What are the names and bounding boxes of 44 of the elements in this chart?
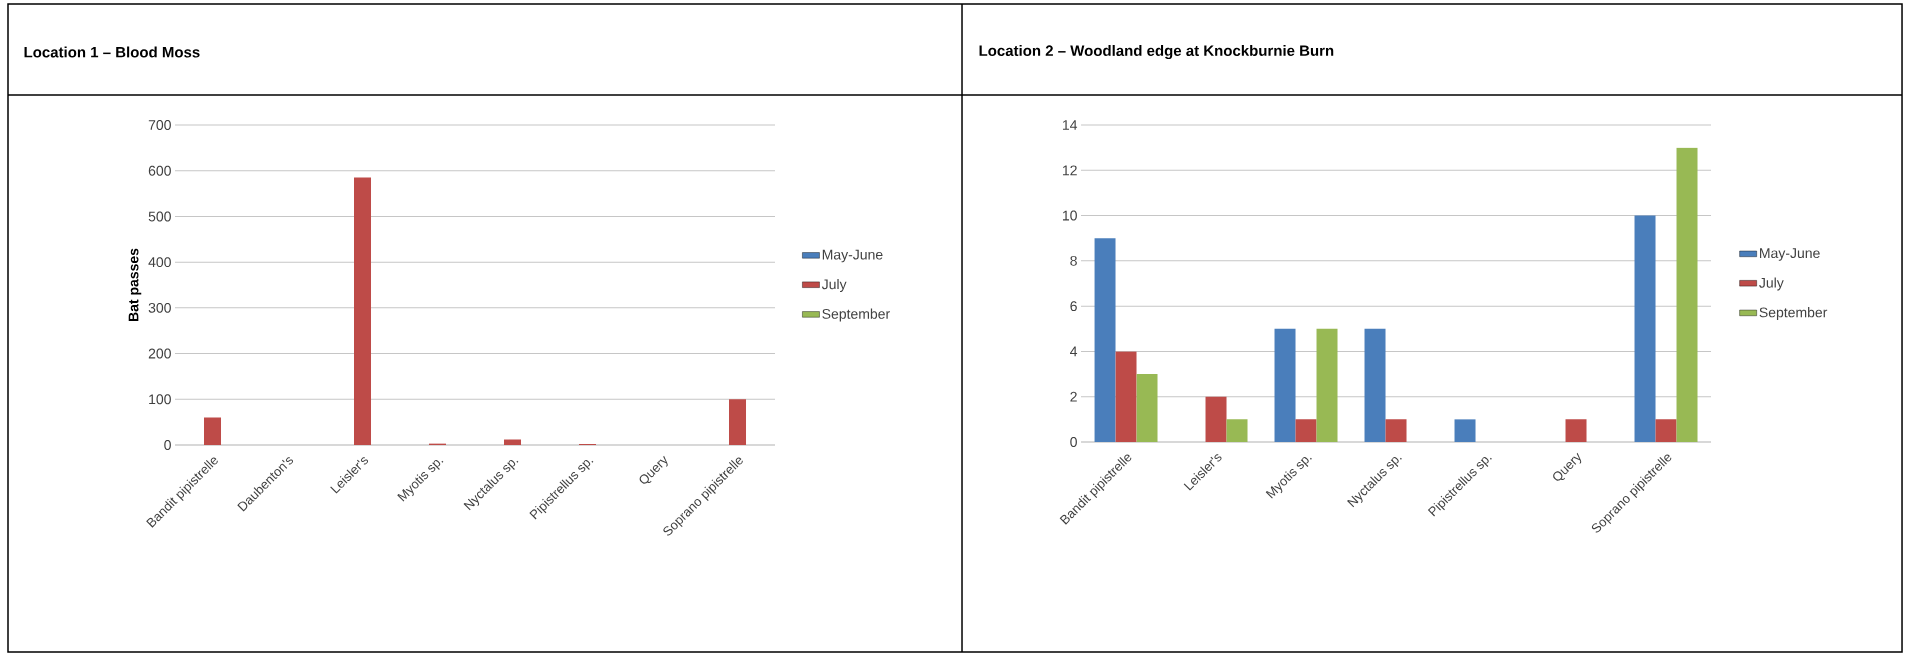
bar — [1136, 374, 1158, 443]
y-tick-label: 400 — [148, 257, 171, 268]
bar — [1676, 147, 1698, 443]
bar — [354, 177, 372, 446]
y-tick-label: 700 — [148, 120, 171, 130]
legend-label: May-June — [1760, 248, 1820, 261]
bar — [1364, 328, 1386, 443]
bar — [204, 417, 221, 446]
bar — [729, 399, 747, 446]
bar — [1565, 419, 1587, 443]
y-tick-label: 2 — [1070, 391, 1077, 402]
bar — [1634, 215, 1656, 443]
y-tick-label: 0 — [1070, 437, 1077, 447]
chart-title: Location 1 – Blood Moss — [24, 46, 200, 58]
legend-label: July — [821, 278, 847, 292]
bar — [1115, 351, 1137, 443]
y-tick-label: 300 — [148, 302, 171, 313]
y-tick-label: 10 — [1062, 210, 1077, 221]
chart-title: Location 2 – Woodland edge at Knockburnie Burn — [979, 44, 1334, 60]
bar — [1094, 238, 1116, 443]
y-tick-label: 100 — [149, 394, 171, 405]
y-axis-title: Bat passes — [128, 248, 142, 322]
y-tick-label: 0 — [164, 440, 171, 450]
legend-label: September — [822, 308, 890, 322]
y-tick-label: 8 — [1070, 255, 1077, 266]
bar — [504, 439, 522, 446]
bar — [1295, 419, 1317, 443]
y-tick-label: 600 — [148, 165, 171, 176]
y-tick-label: 200 — [148, 348, 171, 359]
bar — [1454, 419, 1476, 443]
bar — [1385, 419, 1407, 443]
legend-label: July — [1759, 277, 1784, 291]
bar — [1205, 396, 1227, 443]
y-tick-label: 500 — [148, 211, 171, 222]
y-tick-label: 12 — [1062, 165, 1077, 176]
y-tick-label: 4 — [1070, 346, 1078, 357]
y-tick-label: 6 — [1070, 301, 1077, 312]
bar — [1655, 419, 1677, 443]
y-tick-label: 14 — [1062, 120, 1078, 130]
legend-label: September — [1759, 307, 1828, 321]
bar — [1226, 419, 1248, 443]
bar — [1274, 328, 1296, 443]
legend-label: May-June — [822, 249, 883, 263]
bar — [1316, 328, 1338, 443]
